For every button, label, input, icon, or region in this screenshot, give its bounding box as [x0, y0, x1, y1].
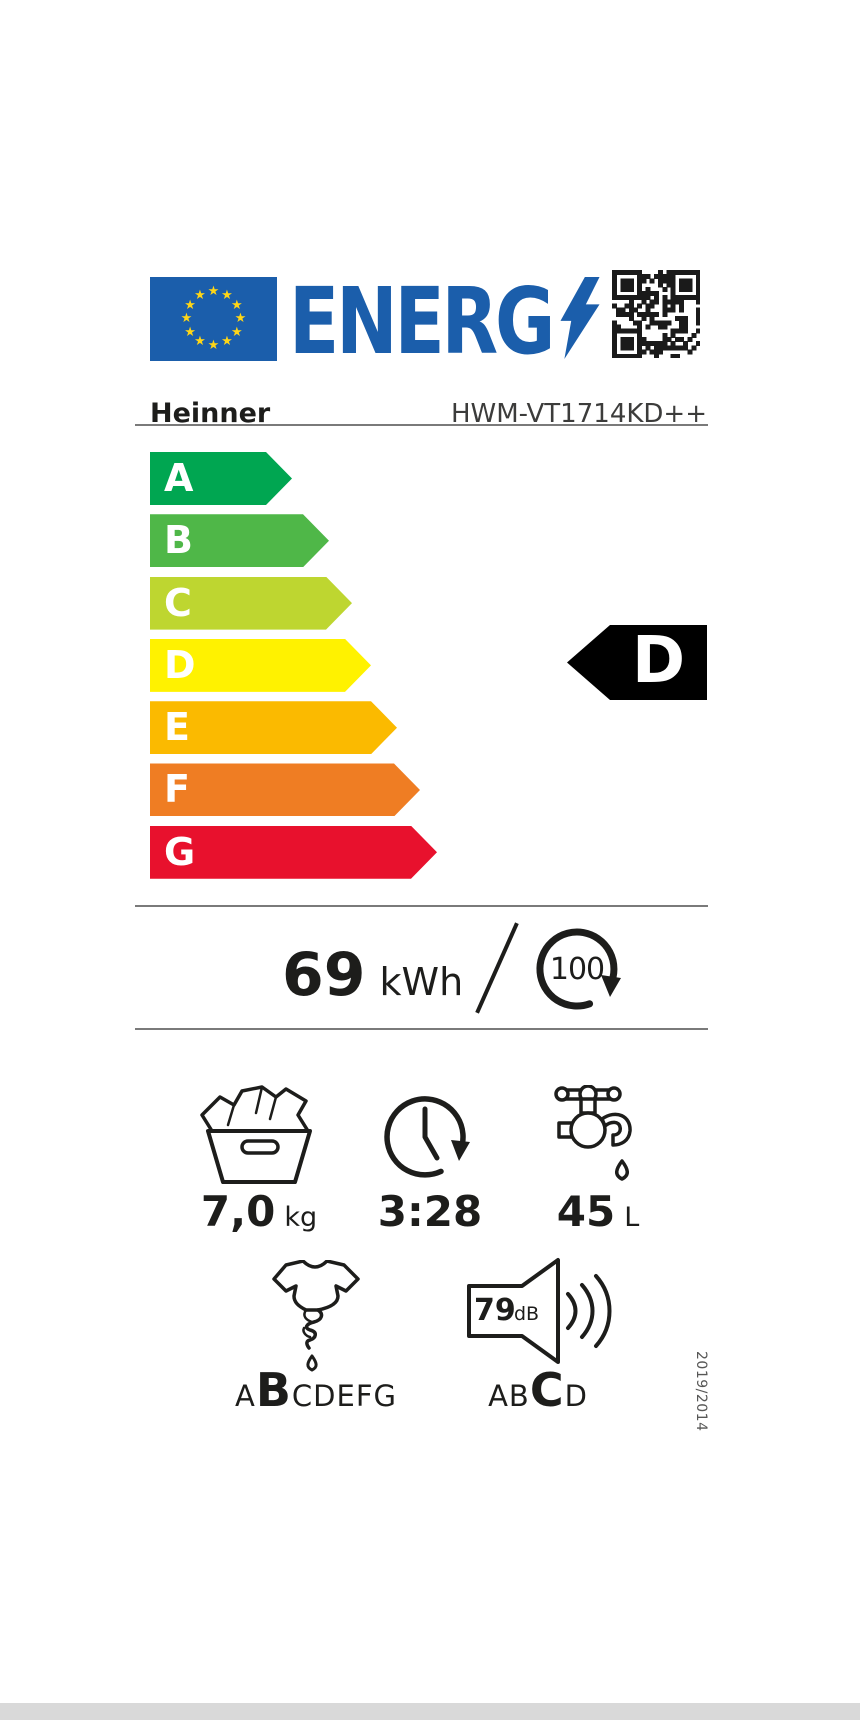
class-bar-label: C [164, 580, 192, 625]
class-letter-g: G [373, 1379, 397, 1413]
duration-value: 3:28 [377, 1187, 483, 1236]
star-icon: ★ [184, 324, 196, 340]
water-metric: 45 L [488, 1191, 708, 1233]
class-bar-label: A [164, 456, 194, 500]
regulation-number: 2019/2014 [693, 1351, 709, 1432]
water-tap-icon [554, 1085, 632, 1181]
water-value: 45 [556, 1187, 616, 1236]
class-bar-c: C [150, 577, 352, 630]
star-icon: ★ [194, 334, 206, 350]
star-icon: ★ [180, 311, 193, 326]
class-bar-label: E [164, 705, 190, 750]
star-icon: ★ [221, 287, 233, 303]
class-bar-label: F [164, 767, 190, 812]
class-bar-label: B [164, 518, 193, 563]
class-letter-c: C [291, 1379, 314, 1413]
star-icon: ★ [207, 338, 220, 353]
capacity-metric: 7,0 kg [149, 1191, 369, 1233]
class-letter-d: D [564, 1379, 588, 1413]
class-bar-a: A [150, 452, 292, 505]
separator [135, 1028, 708, 1030]
star-icon: ★ [221, 334, 233, 350]
class-bar-label: D [164, 642, 196, 687]
class-letter-b: B [508, 1379, 530, 1413]
rating-letter: D [631, 624, 686, 698]
noise-value: 79 [474, 1293, 516, 1328]
star-icon: ★ [207, 284, 220, 299]
separator [135, 424, 708, 426]
consumption-unit: kWh [379, 960, 464, 1004]
class-bar-e: E [150, 701, 397, 754]
star-icon: ★ [234, 311, 247, 326]
laundry-basket-icon [200, 1085, 312, 1184]
class-letter-e: E [336, 1379, 356, 1413]
capacity-value: 7,0 [200, 1187, 276, 1236]
qr-code [612, 270, 700, 358]
star-icon: ★ [184, 297, 196, 313]
capacity-unit: kg [284, 1202, 318, 1233]
separator [135, 905, 708, 907]
class-letter-f: F [355, 1379, 374, 1413]
cycles-icon: 100 [536, 928, 621, 1010]
lightning-bolt-icon [560, 277, 600, 359]
consumption-value: 69 [282, 940, 366, 1010]
class-letter-a: A [488, 1379, 509, 1413]
speaker-icon: 79 dB [467, 1258, 612, 1364]
class-letter-c: C [529, 1363, 565, 1417]
class-bar-d: D [150, 639, 371, 692]
class-bar-label: G [164, 829, 196, 874]
rating-arrow: D [567, 625, 707, 700]
class-bar-g: G [150, 826, 437, 879]
class-letter-a: A [235, 1379, 256, 1413]
clock-icon [384, 1096, 470, 1178]
noise-unit: dB [514, 1303, 539, 1325]
class-letter-b: B [255, 1363, 292, 1417]
class-letter-d: D [313, 1379, 337, 1413]
star-icon: ★ [231, 297, 243, 313]
page-bottom-edge [0, 1703, 860, 1720]
energy-consumption: 69 kWh [282, 945, 463, 1005]
star-icon: ★ [231, 324, 243, 340]
cycles-count: 100 [550, 952, 604, 987]
duration-metric: 3:28 [320, 1191, 540, 1233]
class-bar-f: F [150, 763, 420, 816]
brand-name: Heinner [150, 398, 271, 429]
per-cycles-slash [475, 922, 519, 1014]
eu-flag: ★ ★ ★ ★ ★ ★ ★ ★ ★ ★ ★ ★ [150, 277, 277, 361]
star-icon: ★ [194, 287, 206, 303]
wrung-shirt-icon [272, 1260, 360, 1372]
water-unit: L [624, 1202, 640, 1233]
class-bar-b: B [150, 514, 329, 567]
energy-logo-text: ENERG [289, 268, 555, 375]
